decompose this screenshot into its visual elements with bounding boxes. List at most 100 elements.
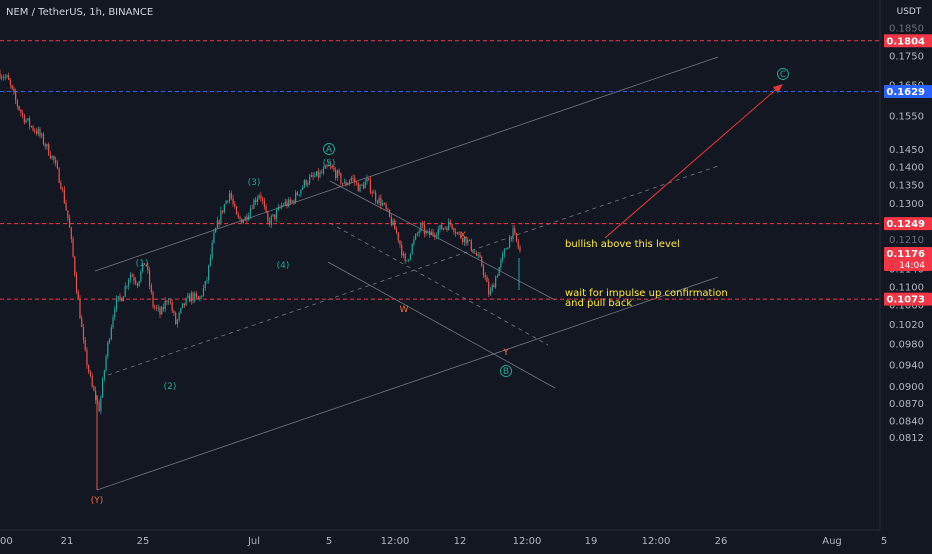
wave-label: (Y) <box>91 496 104 506</box>
candle <box>11 84 13 91</box>
candle <box>37 126 39 137</box>
candle-body <box>169 301 172 303</box>
candle <box>48 142 50 156</box>
candle-body <box>44 144 46 147</box>
candle-body <box>260 195 262 199</box>
candle <box>317 167 319 181</box>
candle-body <box>420 223 422 232</box>
candle-body <box>4 76 6 78</box>
candle-body <box>107 342 109 357</box>
candle-body <box>515 233 518 242</box>
candle-body <box>462 238 464 243</box>
candle-body <box>51 155 53 159</box>
candle <box>270 214 272 228</box>
candle-body <box>458 232 460 234</box>
candle <box>439 224 441 233</box>
wave-label: (4) <box>277 261 290 271</box>
candle-body <box>296 192 298 196</box>
candle <box>58 167 60 184</box>
candle-body <box>317 171 319 178</box>
candle-body <box>75 274 78 292</box>
candle-body <box>182 303 184 309</box>
candle <box>86 347 88 369</box>
candle <box>376 199 378 205</box>
candle-body <box>491 284 493 291</box>
candle-body <box>197 296 199 300</box>
price-level-badge-1[interactable]: 0.1249 <box>884 217 932 231</box>
candle <box>455 228 457 237</box>
candle-body <box>422 223 424 225</box>
candle <box>263 197 265 210</box>
candle <box>176 318 178 328</box>
candle <box>282 202 285 207</box>
candle-body <box>253 199 255 209</box>
candle-body <box>145 264 147 266</box>
candle <box>100 394 102 415</box>
candle-body <box>79 298 81 319</box>
candle-body <box>272 214 274 217</box>
candle-body <box>289 199 292 203</box>
wave-label-circled-a: A <box>323 143 335 155</box>
candle <box>6 74 8 79</box>
candle-body <box>11 84 13 89</box>
candle-body <box>453 228 455 233</box>
candle-body <box>489 290 492 295</box>
candle <box>474 248 476 254</box>
candle-body <box>382 203 384 206</box>
candle <box>53 155 55 164</box>
candle <box>296 190 298 196</box>
candle <box>272 214 274 218</box>
candle <box>199 295 201 302</box>
candle <box>388 209 391 218</box>
candle-body <box>147 265 149 271</box>
candle <box>470 238 472 252</box>
candle <box>131 272 133 278</box>
candle <box>442 227 445 231</box>
candle-body <box>484 274 486 278</box>
candle-body <box>288 199 290 207</box>
candle-body <box>355 182 358 184</box>
candle <box>56 159 58 170</box>
candle <box>249 204 252 219</box>
candle <box>23 113 25 125</box>
price-axis[interactable]: 0.17500.16500.15500.14500.14000.13500.13… <box>879 0 932 550</box>
candle-body <box>115 298 118 310</box>
correction-channel-mid <box>329 222 549 346</box>
candle <box>154 304 156 311</box>
candle-body <box>265 206 267 213</box>
candle-body <box>152 292 154 307</box>
price-level-badge-top[interactable]: 0.1804 <box>884 34 932 48</box>
candle <box>70 226 72 243</box>
candle-body <box>63 189 65 204</box>
candle-body <box>46 144 48 147</box>
candle-body <box>282 204 285 206</box>
candle-body <box>143 263 145 265</box>
time-axis[interactable]: 00 21 25 Jul 5 12:00 12 12:00 19 12:00 26 Aug 5 <box>0 529 932 550</box>
candle-body <box>161 307 163 315</box>
price-level-badge-0[interactable]: 0.1629 <box>884 85 932 98</box>
candle <box>336 169 338 181</box>
price-level-badge-2[interactable]: 0.1073 <box>884 292 932 306</box>
candle-body <box>68 218 71 228</box>
candle-body <box>408 259 410 261</box>
candle <box>162 303 165 312</box>
candle <box>434 232 436 241</box>
candle <box>500 257 502 271</box>
candle-body <box>190 292 192 302</box>
annotation-text: and pull back <box>565 298 632 309</box>
candle <box>260 191 262 202</box>
candle <box>213 229 215 244</box>
correction-channel-upper <box>329 180 556 301</box>
last-price-badge-text: 0.1176 <box>886 249 925 260</box>
candle-body <box>392 220 394 226</box>
wave-label: (5) <box>323 159 336 169</box>
candle <box>18 105 20 112</box>
candle-body <box>49 155 52 159</box>
candle-body <box>335 170 337 178</box>
candle <box>326 163 328 169</box>
candle <box>22 109 24 119</box>
